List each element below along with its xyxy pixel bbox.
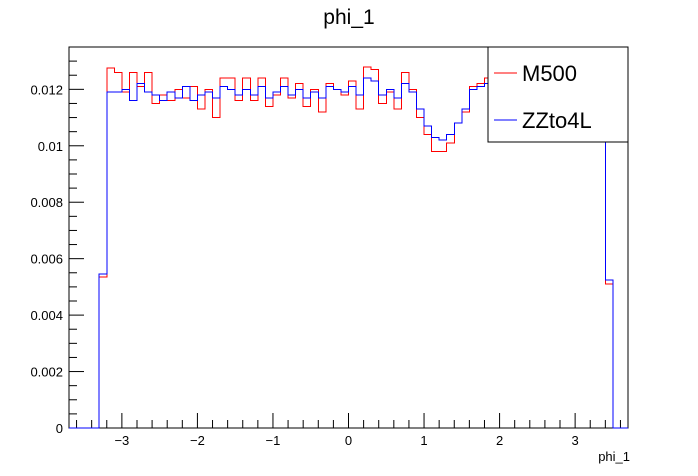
legend-box: [487, 46, 629, 143]
y-tick-label: 0.006: [30, 252, 63, 267]
x-axis: −3 −2 −1 0 1 2 3: [76, 413, 621, 448]
x-tick-label: −3: [114, 433, 129, 448]
x-tick-label: −1: [266, 433, 281, 448]
x-tick-label: 1: [420, 433, 427, 448]
x-tick-label: 2: [496, 433, 503, 448]
y-tick-label: 0.002: [30, 365, 63, 380]
y-tick-label: 0.004: [30, 308, 63, 323]
y-tick-label: 0.01: [38, 139, 63, 154]
x-tick-label: −2: [190, 433, 205, 448]
x-axis-title: phi_1: [598, 449, 630, 464]
y-tick-label: 0.012: [30, 82, 63, 97]
legend: M500 ZZto4L: [487, 46, 629, 143]
y-axis: 0 0.002 0.004 0.006 0.008 0.01 0.012: [30, 46, 84, 436]
x-tick-label: 0: [345, 433, 352, 448]
x-tick-label: 3: [572, 433, 579, 448]
legend-label-m500: M500: [522, 61, 577, 86]
y-tick-label: 0.008: [30, 195, 63, 210]
chart-title: phi_1: [323, 6, 374, 29]
legend-label-zzto4l: ZZto4L: [522, 108, 592, 133]
y-tick-label: 0: [56, 421, 63, 436]
